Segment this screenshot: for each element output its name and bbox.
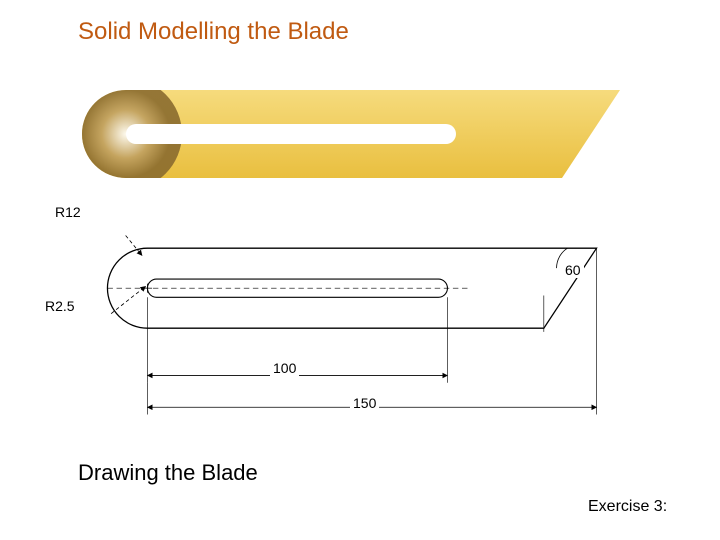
rendered-blade xyxy=(82,90,620,178)
page-subtitle: Drawing the Blade xyxy=(78,460,258,486)
label-60: 60 xyxy=(562,262,584,278)
exercise-label: Exercise 3: xyxy=(588,498,667,516)
page-title: Solid Modelling the Blade xyxy=(78,18,349,46)
centre-mark-left xyxy=(143,284,152,293)
label-r25: R2.5 xyxy=(42,298,78,314)
rendered-blade-slot xyxy=(126,124,456,144)
leader-r25 xyxy=(111,286,146,313)
label-r12: R12 xyxy=(52,204,84,220)
label-150: 150 xyxy=(350,395,379,411)
label-100: 100 xyxy=(270,360,299,376)
